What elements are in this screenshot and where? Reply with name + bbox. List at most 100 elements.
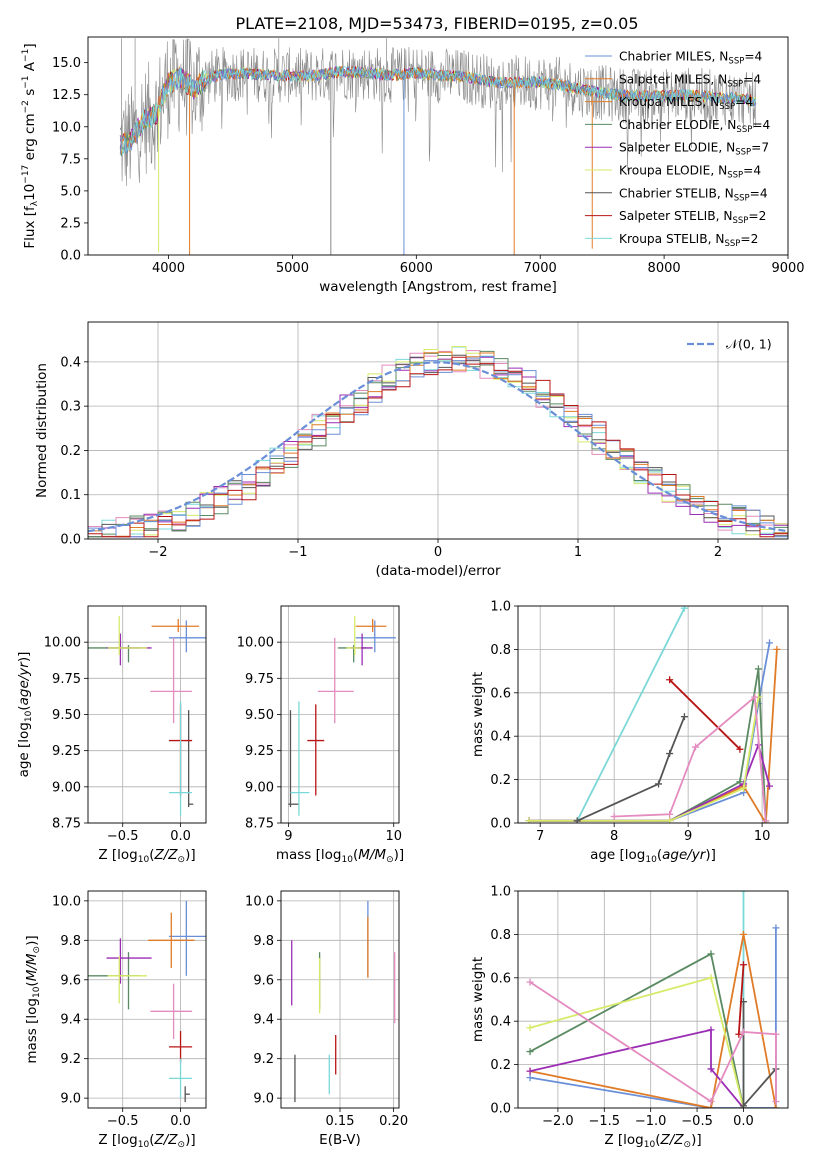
x-axis-label-part: ( — [149, 847, 154, 863]
x-axis-label-part: 10 — [645, 855, 657, 865]
y-axis-label-part: )] — [24, 935, 40, 946]
weight-marker — [680, 713, 688, 721]
spectrum-line — [119, 65, 757, 155]
legend-sub: SSP — [727, 171, 743, 181]
weight-marker — [739, 1028, 747, 1036]
y-tick-label: 0.1 — [60, 488, 81, 503]
y-tick-label: 9.8 — [60, 934, 81, 949]
weight-marker — [754, 665, 762, 673]
y-tick-label: 9.6 — [253, 973, 274, 988]
x-axis-label-part: Z [log — [604, 1132, 643, 1148]
legend-suffix: =4 — [752, 118, 770, 132]
y-axis-label-part: Flux [f — [22, 205, 38, 249]
legend-suffix: =4 — [743, 72, 761, 86]
weight-marker — [739, 961, 747, 969]
weight-marker — [526, 1024, 534, 1032]
y-axis-label-part: mass weight — [470, 957, 486, 1042]
y-tick-label: 9.00 — [52, 780, 81, 795]
weight-line — [529, 927, 777, 1108]
weight-marker — [773, 645, 781, 653]
weight-marker — [526, 1074, 534, 1082]
x-axis-label-part: age/yr — [662, 847, 707, 863]
x-tick-label: 10 — [385, 829, 402, 844]
y-tick-label: 9.00 — [245, 780, 274, 795]
weight-marker — [751, 693, 759, 701]
weight-line — [737, 964, 745, 1035]
y-tick-label: 9.8 — [253, 934, 274, 949]
spectrum-line — [119, 66, 757, 156]
y-tick-label: 5.0 — [60, 184, 81, 199]
y-axis-label-part: s — [22, 89, 38, 100]
x-axis-label-part: Z [log — [98, 1132, 137, 1148]
y-tick-label: 1.0 — [490, 885, 511, 900]
weight-marker — [666, 750, 674, 758]
y-axis-label-part: ( — [16, 705, 32, 710]
x-axis-label-part: )] — [394, 847, 405, 863]
weight-marker — [692, 743, 700, 751]
y-tick-label: 10.0 — [245, 894, 274, 909]
y-tick-label: 10.00 — [44, 636, 81, 651]
x-axis-label-part: Z/Z — [153, 847, 178, 863]
x-tick-label: 10 — [754, 829, 771, 844]
legend-suffix: =4 — [743, 164, 761, 178]
y-tick-label: 0.8 — [490, 643, 511, 658]
weight-marker — [772, 1097, 780, 1105]
y-axis-label-part: age [log — [16, 722, 32, 777]
y-tick-label: 1.0 — [490, 600, 511, 615]
y-tick-label: 0.0 — [490, 817, 511, 832]
x-tick-label: 9 — [284, 829, 292, 844]
y-tick-label: 8.75 — [245, 817, 274, 832]
weight-marker — [707, 1104, 715, 1108]
axes-frame — [87, 605, 207, 824]
weight-marker — [666, 817, 674, 823]
x-tick-label: 0.0 — [170, 1114, 191, 1129]
plot-area-age_vs_mass — [288, 616, 396, 816]
legend-sub: SSP — [732, 216, 748, 226]
weight-line — [576, 607, 686, 822]
x-axis-label-part: Z [log — [98, 847, 137, 863]
x-axis-label-part: age [log — [590, 847, 645, 863]
y-tick-label: 0.0 — [490, 1102, 511, 1117]
histogram-step — [88, 356, 788, 538]
legend-sub: SSP — [736, 125, 752, 135]
x-axis-label-part: wavelength [Angstrom, rest frame] — [319, 279, 557, 295]
weight-line — [576, 716, 686, 822]
weight-marker — [680, 606, 688, 612]
x-tick-label: 7000 — [524, 261, 557, 276]
axes-frame — [517, 890, 789, 1109]
y-tick-label: 9.6 — [60, 973, 81, 988]
y-axis-label-part: 10 — [22, 184, 38, 201]
plot-area-spectrum — [119, 38, 757, 255]
y-tick-label: 9.4 — [60, 1013, 81, 1028]
x-axis-label-part: ⊙ — [684, 1140, 692, 1150]
x-axis-label-part: )] — [691, 1132, 702, 1148]
x-axis-label: Z [log10(Z/Z⊙)] — [98, 1132, 195, 1150]
y-axis-label-part: 10 — [32, 986, 42, 998]
y-tick-label: 9.2 — [60, 1052, 81, 1067]
y-axis-label-part: −1 — [21, 75, 31, 88]
weight-marker — [707, 1097, 715, 1105]
y-tick-label: 9.0 — [60, 1092, 81, 1107]
x-axis-label-part: ( — [655, 1132, 660, 1148]
x-axis-label-part: ( — [149, 1132, 154, 1148]
x-axis-label-part: Z/Z — [153, 1132, 178, 1148]
y-tick-label: 2.5 — [60, 216, 81, 231]
y-tick-label: 0.2 — [490, 773, 511, 788]
y-tick-label: 15.0 — [52, 56, 81, 71]
legend-label: Salpeter STELIB, N — [619, 209, 732, 223]
weight-marker — [707, 974, 715, 982]
normal-curve — [88, 361, 788, 533]
figure-title: PLATE=2108, MJD=53473, FIBERID=0195, z=0… — [235, 14, 638, 33]
panel-mass_vs_ebv: 0.15 0.20 9.0 9.2 9.4 9.6 9.8 10.0 E(B-V) — [245, 890, 408, 1148]
x-axis-label-part: 10 — [138, 1140, 150, 1150]
y-tick-label: 9.75 — [245, 672, 274, 687]
weight-line — [529, 642, 771, 822]
legend-entry: Chabrier ELODIE, NSSP=4 — [619, 118, 771, 135]
y-axis-label-part: erg cm — [22, 113, 38, 164]
y-axis-label: mass weight — [470, 957, 486, 1042]
x-axis-label-part: )] — [705, 847, 716, 863]
legend-suffix: =4 — [735, 95, 753, 109]
x-axis-label-part: ⊙ — [386, 855, 394, 865]
